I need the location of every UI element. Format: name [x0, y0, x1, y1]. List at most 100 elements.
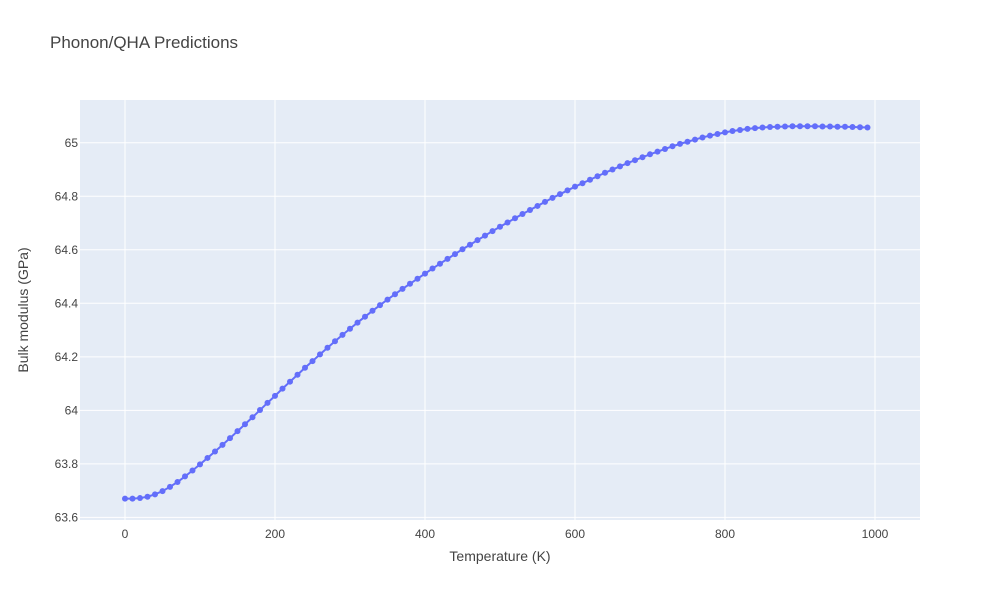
data-point: [452, 251, 458, 258]
data-point: [414, 275, 421, 282]
data-point: [617, 163, 623, 170]
data-point: [774, 123, 781, 130]
data-point: [242, 421, 248, 428]
data-point: [309, 358, 316, 365]
data-point: [302, 364, 308, 371]
data-point: [137, 495, 143, 502]
data-point: [197, 461, 203, 468]
series-line: [125, 125, 868, 500]
data-point: [624, 160, 631, 167]
data-point: [827, 123, 833, 130]
data-point: [167, 483, 173, 490]
data-point: [467, 241, 473, 248]
data-point: [722, 129, 728, 136]
data-point: [744, 125, 751, 132]
data-point: [752, 125, 758, 132]
plot-area: [80, 100, 920, 520]
data-point: [767, 124, 773, 131]
y-tick-label: 65: [65, 136, 79, 150]
data-point: [714, 130, 721, 137]
data-point: [347, 325, 353, 332]
data-point: [354, 319, 361, 326]
x-axis-ticks: 0 200 400 600 800 1000: [122, 527, 889, 541]
y-tick-label: 64: [65, 403, 79, 417]
data-point: [594, 173, 601, 180]
data-point: [459, 246, 466, 253]
data-point: [384, 296, 391, 303]
data-point: [212, 448, 218, 455]
data-point: [317, 351, 323, 358]
data-point: [654, 148, 661, 155]
data-point: [422, 270, 428, 277]
data-point: [639, 154, 646, 161]
x-tick-label: 400: [415, 527, 435, 541]
data-point: [759, 124, 766, 131]
data-point: [204, 454, 211, 461]
data-point: [842, 123, 848, 130]
data-point: [122, 495, 128, 502]
data-point: [609, 166, 616, 173]
y-tick-label: 63.8: [55, 457, 79, 471]
y-axis-ticks: 63.6 63.8 64 64.2 64.4 64.6 64.8 65: [55, 136, 79, 525]
data-point: [699, 134, 706, 141]
data-point: [189, 467, 196, 474]
data-point: [684, 138, 691, 145]
data-point: [527, 206, 533, 213]
data-point: [669, 143, 676, 150]
data-point: [572, 183, 578, 190]
data-point: [482, 232, 488, 239]
data-point: [159, 488, 166, 495]
data-point: [279, 385, 286, 392]
data-point: [707, 132, 713, 139]
data-point: [392, 291, 398, 298]
y-axis-title: Bulk modulus (GPa): [15, 247, 31, 372]
data-point: [819, 123, 826, 130]
x-tick-label: 600: [565, 527, 585, 541]
y-tick-label: 64.2: [55, 350, 79, 364]
data-point: [519, 210, 526, 217]
data-point: [549, 194, 556, 201]
data-point: [804, 123, 811, 130]
data-point: [287, 378, 293, 385]
data-point: [534, 202, 541, 209]
data-point: [332, 338, 338, 345]
data-point: [257, 407, 263, 414]
data-point: [737, 126, 743, 133]
grid-lines: [80, 100, 920, 520]
data-point: [234, 428, 241, 435]
data-point: [362, 313, 368, 320]
data-point: [782, 123, 788, 130]
y-tick-label: 64.4: [55, 296, 79, 310]
x-axis-title: Temperature (K): [449, 548, 550, 564]
data-point: [129, 495, 136, 502]
data-point: [152, 491, 158, 498]
x-tick-label: 800: [715, 527, 735, 541]
data-point: [692, 136, 698, 143]
data-point: [437, 260, 443, 267]
data-point: [729, 128, 736, 135]
data-point: [474, 237, 481, 244]
data-point: [579, 180, 586, 187]
data-point: [219, 441, 226, 448]
data-point: [377, 302, 383, 309]
data-point: [369, 307, 376, 314]
data-point: [834, 123, 841, 130]
data-point: [789, 123, 796, 130]
data-point: [864, 124, 871, 131]
data-point: [857, 124, 863, 131]
data-point: [602, 169, 608, 176]
data-point: [227, 435, 233, 442]
data-point: [144, 493, 151, 500]
data-point: [587, 176, 593, 183]
y-tick-label: 63.6: [55, 510, 79, 524]
data-point: [504, 219, 511, 226]
x-tick-label: 0: [122, 527, 129, 541]
series-markers: [122, 123, 871, 502]
y-tick-label: 64.8: [55, 189, 79, 203]
data-point: [429, 265, 436, 272]
data-point: [542, 198, 548, 205]
data-point: [407, 280, 413, 287]
data-point: [512, 215, 518, 222]
data-point: [264, 399, 271, 406]
